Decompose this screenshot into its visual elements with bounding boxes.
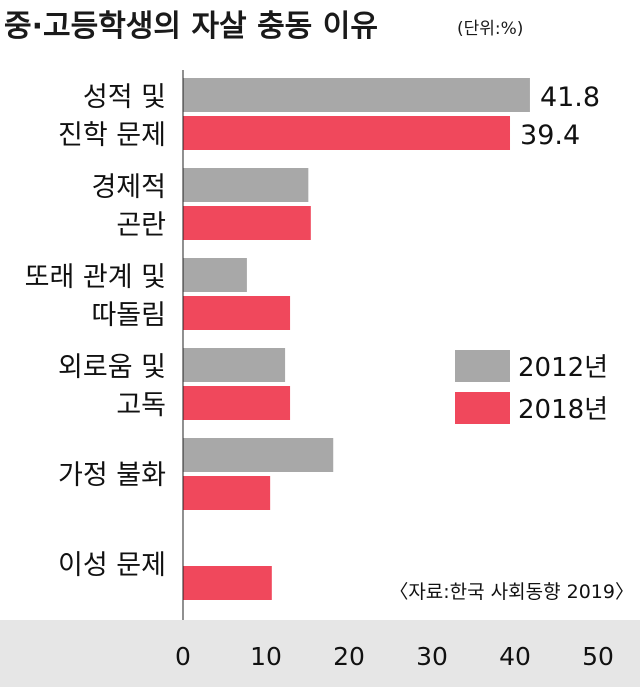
bars-group <box>182 70 530 620</box>
bar-2012-cat-0 <box>183 78 530 112</box>
bar-2012-cat-1 <box>183 168 309 202</box>
x-tick-0: 0 <box>175 642 191 671</box>
x-tick-50: 50 <box>582 642 614 671</box>
category-label-1-line-1: 곤란 <box>116 210 166 241</box>
x-tick-30: 30 <box>416 642 448 671</box>
category-label-4: 가정 불화 <box>58 460 166 491</box>
category-label-2-line-0: 또래 관계 및 <box>25 262 166 293</box>
legend-swatch-2012 <box>455 350 510 382</box>
category-label-0-line-0: 성적 및 <box>83 82 166 113</box>
data-label-2018-cat-0: 39.4 <box>520 120 580 151</box>
x-tick-40: 40 <box>499 642 531 671</box>
legend-label-2018: 2018년 <box>518 395 608 425</box>
source-note: 〈자료:한국 사회동향 2019〉 <box>389 581 634 603</box>
x-tick-20: 20 <box>333 642 365 671</box>
category-label-3-line-1: 고독 <box>116 390 166 421</box>
category-label-3-line-0: 외로움 및 <box>58 352 166 383</box>
chart-title: 중·고등학생의 자살 충동 이유 <box>4 9 378 44</box>
data-label-2012-cat-0: 41.8 <box>540 82 600 113</box>
category-label-0-line-1: 진학 문제 <box>58 120 166 151</box>
legend-label-2012: 2012년 <box>518 353 608 383</box>
bar-2012-cat-2 <box>183 258 247 292</box>
bar-2018-cat-1 <box>183 206 311 240</box>
bar-2018-cat-0 <box>183 116 511 150</box>
bar-2018-cat-4 <box>183 476 271 510</box>
category-label-5: 이성 문제 <box>58 550 166 581</box>
bar-2018-cat-5 <box>183 566 272 600</box>
bar-2012-cat-3 <box>183 348 286 382</box>
legend-swatch-2018 <box>455 392 510 424</box>
axis-band <box>0 620 640 687</box>
x-axis-ticks: 0 10 20 30 40 50 <box>175 642 614 671</box>
category-label-2-line-1: 따돌림 <box>91 300 166 331</box>
bar-2012-cat-4 <box>183 438 334 472</box>
value-labels: 41.8 39.4 <box>520 82 600 151</box>
legend: 2012년 2018년 <box>455 350 608 425</box>
x-tick-10: 10 <box>250 642 282 671</box>
bar-2018-cat-2 <box>183 296 291 330</box>
chart-unit: (단위:%) <box>457 19 523 39</box>
bar-2018-cat-3 <box>183 386 291 420</box>
category-label-1-line-0: 경제적 <box>91 172 166 203</box>
